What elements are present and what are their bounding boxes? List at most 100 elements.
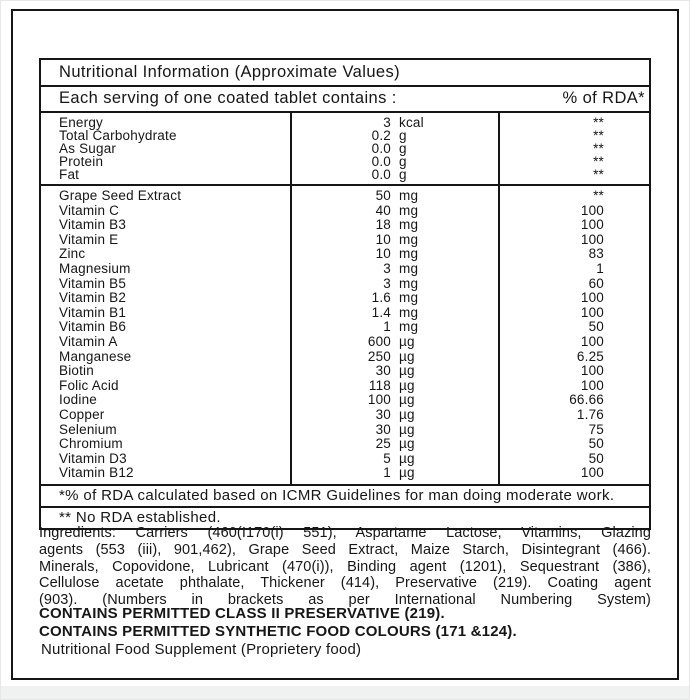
serving-header: Each serving of one coated tablet contai… [59,89,397,107]
amount-unit: µg [399,348,415,364]
amount-unit: µg [399,406,415,422]
nutrient-name-cell: Vitamin D3 [59,450,127,466]
amount-unit: mg [399,290,419,306]
nutrient-rda-cell: 75 [588,421,604,437]
nutrient-name-cell: Magnesium [59,260,131,276]
nutrient-rda-cell: 66.66 [569,392,604,408]
nutrient-amount-cell: 5 µg [291,450,499,467]
nutrient-amount-cell: 1 mg [291,320,499,335]
ingredients-line: (903). (Numbers in brackets as per Inter… [39,592,651,609]
nutrient-name-cell: Iodine [59,392,97,408]
nutrient-amount-cell: 30 µg [291,364,499,379]
ingredients-line: Minerals, Copovidone, Lubricant (470(i))… [39,558,651,575]
amount-value: 100 [367,392,391,408]
column-divider [498,186,500,484]
nutrient-amount-cell: 250 µg [291,348,499,365]
amount-value: 1.6 [371,290,391,306]
amount-value: 118 [368,377,391,393]
nutrient-rda-cell: 50 [588,436,604,452]
nutrient-amount-cell: 40 mg [291,202,499,219]
amount-unit: mg [399,231,419,247]
nutrient-amount-cell: 118 µg [291,377,499,394]
column-divider [290,113,292,184]
amount-unit: mg [399,202,419,218]
nutrient-rda-cell: 50 [588,450,604,466]
nutrient-name-cell: Grape Seed Extract [59,188,182,203]
amount-unit: g [399,154,407,169]
nutrient-amount-cell: 0.0 g [291,167,499,182]
amount-unit: µg [399,333,415,349]
nutrient-amount-cell: 0.2 g [291,128,499,143]
nutrient-name-cell: Vitamin B3 [59,217,127,233]
page-background-strip [1,686,689,699]
nutrient-amount-cell: 25 µg [291,436,499,452]
amount-value: 18 [375,217,391,233]
nutrient-amount-cell: 10 mg [291,247,499,262]
nutrient-rda-cell: 100 [580,304,604,320]
nutrient-name-cell: Manganese [59,348,132,364]
nutrient-name-cell: Vitamin B5 [59,275,127,291]
amount-unit: µg [399,436,415,452]
amount-value: 600 [367,333,391,349]
nutrient-name-cell: Protein [59,154,104,169]
nutrient-name-cell: Vitamin B12 [59,465,134,481]
nutrient-rda-cell: 100 [580,377,604,393]
amount-value: 0.2 [371,128,391,143]
nutrient-amount-cell: 1.6 mg [291,291,499,306]
amount-value: 3 [383,115,391,130]
nutrient-name-cell: Energy [59,115,103,130]
nutrient-name-cell: Copper [59,406,105,422]
nutrient-rda-cell: 100 [580,290,604,306]
nutrient-amount-cell: 18 mg [291,218,499,233]
amount-value: 40 [375,202,391,218]
nutrient-rda-cell: 100 [580,465,604,481]
nutrient-rda-cell: 100 [580,202,604,218]
column-divider [290,186,292,484]
nutrient-name-cell: Vitamin C [59,202,120,218]
amount-value: 0.0 [371,167,391,182]
nutrient-rda-cell: 100 [580,333,604,349]
amount-unit: mg [399,217,419,233]
no-rda-footnote: ** No RDA established. [41,505,649,528]
nutrient-rda-cell: ** [593,167,604,182]
nutrient-name-cell: Vitamin E [59,231,119,247]
nutrient-amount-cell: 30 µg [291,422,499,438]
nutrient-name-cell: Vitamin B1 [59,304,127,320]
ingredients-line: agents (553 (iii), 901,462), Grape Seed … [39,541,651,558]
nutrient-rda-cell: 50 [588,319,604,335]
nutrient-rda-cell: 1 [596,260,604,276]
amount-value: 50 [375,188,391,203]
rda-footnote: *% of RDA calculated based on ICMR Guide… [41,483,649,506]
nutrient-rda-cell: ** [593,128,604,143]
nutrient-rda-cell: 100 [580,363,604,379]
amount-value: 1.4 [371,304,391,320]
nutrient-rda-cell: ** [593,154,604,169]
nutrient-rda-cell: ** [593,115,604,130]
nutrient-name-cell: As Sugar [59,141,117,156]
nutrient-name-cell: Vitamin B6 [59,319,127,335]
micronutrients-section: Grape Seed Extract 50 mg ** Vitamin C 40 mg 100… [41,184,649,484]
nutrient-name-cell: Fat [59,167,80,182]
macronutrients-section: Energy 3 kcal ** Total Carbohydrate 0.2 g ** As … [41,113,649,184]
nutrient-amount-cell: 3 kcal [291,115,499,130]
nutrient-rda-cell: 60 [588,275,604,291]
amount-unit: µg [399,392,415,408]
table-title: Nutritional Information (Approximate Val… [41,60,649,87]
amount-unit: µg [399,363,415,379]
nutrient-amount-cell: 3 mg [291,260,499,277]
amount-value: 5 [383,450,391,466]
table-subheader: Each serving of one coated tablet contai… [41,87,649,113]
nutrient-name-cell: Zinc [59,246,86,262]
rda-header: % of RDA* [562,89,645,107]
nutrient-amount-cell: 0.0 g [291,142,499,156]
amount-value: 3 [383,275,391,291]
amount-unit: mg [399,260,419,276]
nutrition-table: Nutritional Information (Approximate Val… [39,58,651,530]
nutrient-name-cell: Vitamin B2 [59,290,127,306]
amount-value: 0.0 [371,154,391,169]
amount-value: 30 [375,363,391,379]
nutrient-amount-cell: 100 µg [291,393,499,408]
amount-unit: mg [399,304,419,320]
nutrient-name-cell: Vitamin A [59,333,118,349]
